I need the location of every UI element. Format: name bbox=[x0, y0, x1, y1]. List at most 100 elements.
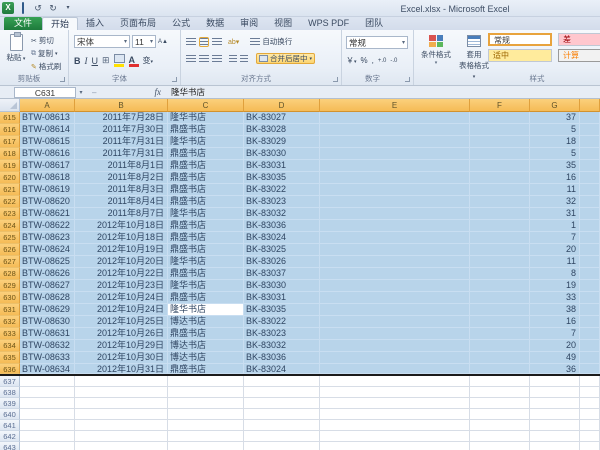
conditional-formatting-button[interactable]: 条件格式 ▾ bbox=[418, 35, 454, 66]
row-header-633[interactable]: 633 bbox=[0, 328, 20, 340]
cell-B624[interactable]: 2012年10月18日 bbox=[75, 220, 168, 232]
cell-G619[interactable]: 35 bbox=[530, 160, 580, 172]
cell-D625[interactable]: BK-83024 bbox=[244, 232, 320, 244]
cell-C637[interactable] bbox=[168, 376, 244, 387]
cell-partial-623[interactable] bbox=[580, 208, 600, 220]
cell-C627[interactable]: 隆华书店 bbox=[168, 256, 244, 268]
cell-G641[interactable] bbox=[530, 420, 580, 431]
cell-E630[interactable] bbox=[320, 292, 470, 304]
font-size-combo[interactable]: 11 ▾ bbox=[132, 35, 156, 48]
number-format-combo[interactable]: 常规 ▾ bbox=[346, 36, 408, 49]
row-header-628[interactable]: 628 bbox=[0, 268, 20, 280]
cell-partial-636[interactable] bbox=[580, 364, 600, 374]
cell-style-计算[interactable]: 计算 bbox=[558, 49, 600, 62]
cell-E622[interactable] bbox=[320, 196, 470, 208]
cell-F628[interactable] bbox=[470, 268, 530, 280]
cell-C634[interactable]: 博达书店 bbox=[168, 340, 244, 352]
cell-E640[interactable] bbox=[320, 409, 470, 420]
cell-B625[interactable]: 2012年10月18日 bbox=[75, 232, 168, 244]
insert-function-icon[interactable]: fx bbox=[154, 87, 161, 97]
cell-A634[interactable]: BTW-08632 bbox=[20, 340, 75, 352]
row-header-627[interactable]: 627 bbox=[0, 256, 20, 268]
cell-E620[interactable] bbox=[320, 172, 470, 184]
cell-E616[interactable] bbox=[320, 124, 470, 136]
cell-E635[interactable] bbox=[320, 352, 470, 364]
cell-G634[interactable]: 20 bbox=[530, 340, 580, 352]
cell-partial-641[interactable] bbox=[580, 420, 600, 431]
cell-C618[interactable]: 鼎盛书店 bbox=[168, 148, 244, 160]
align-bottom-icon[interactable] bbox=[212, 37, 222, 46]
tab-WPS PDF[interactable]: WPS PDF bbox=[308, 18, 350, 28]
cell-F623[interactable] bbox=[470, 208, 530, 220]
tab-公式[interactable]: 公式 bbox=[172, 18, 191, 28]
column-header-G[interactable]: G bbox=[530, 99, 580, 112]
cell-A632[interactable]: BTW-08630 bbox=[20, 316, 75, 328]
row-header-638[interactable]: 638 bbox=[0, 387, 20, 398]
clipboard-dialog-launcher-icon[interactable] bbox=[60, 77, 65, 82]
row-header-623[interactable]: 623 bbox=[0, 208, 20, 220]
cell-G615[interactable]: 37 bbox=[530, 112, 580, 124]
cell-G616[interactable]: 5 bbox=[530, 124, 580, 136]
row-header-621[interactable]: 621 bbox=[0, 184, 20, 196]
row-header-616[interactable]: 616 bbox=[0, 124, 20, 136]
cell-D620[interactable]: BK-83035 bbox=[244, 172, 320, 184]
cell-partial-618[interactable] bbox=[580, 148, 600, 160]
cell-G623[interactable]: 31 bbox=[530, 208, 580, 220]
cell-F632[interactable] bbox=[470, 316, 530, 328]
cell-E632[interactable] bbox=[320, 316, 470, 328]
cell-D621[interactable]: BK-83022 bbox=[244, 184, 320, 196]
cell-E627[interactable] bbox=[320, 256, 470, 268]
cell-B628[interactable]: 2012年10月22日 bbox=[75, 268, 168, 280]
column-header-F[interactable]: F bbox=[470, 99, 530, 112]
cell-partial-619[interactable] bbox=[580, 160, 600, 172]
cell-B630[interactable]: 2012年10月24日 bbox=[75, 292, 168, 304]
cell-G643[interactable] bbox=[530, 442, 580, 450]
cell-C638[interactable] bbox=[168, 387, 244, 398]
column-header-A[interactable]: A bbox=[20, 99, 75, 112]
cell-A626[interactable]: BTW-08624 bbox=[20, 244, 75, 256]
cell-E625[interactable] bbox=[320, 232, 470, 244]
cell-A619[interactable]: BTW-08617 bbox=[20, 160, 75, 172]
undo-icon[interactable]: ↺ bbox=[34, 3, 42, 13]
cell-G626[interactable]: 20 bbox=[530, 244, 580, 256]
cell-D631[interactable]: BK-83035 bbox=[244, 304, 320, 316]
cell-F621[interactable] bbox=[470, 184, 530, 196]
cell-E623[interactable] bbox=[320, 208, 470, 220]
decrease-decimal-icon[interactable]: -.0 bbox=[390, 57, 398, 64]
cell-partial-629[interactable] bbox=[580, 280, 600, 292]
cell-A640[interactable] bbox=[20, 409, 75, 420]
cell-D623[interactable]: BK-83032 bbox=[244, 208, 320, 220]
cell-F617[interactable] bbox=[470, 136, 530, 148]
cell-F615[interactable] bbox=[470, 112, 530, 124]
paste-button[interactable]: 粘贴 ▾ bbox=[4, 32, 28, 63]
cell-D638[interactable] bbox=[244, 387, 320, 398]
cell-D628[interactable]: BK-83037 bbox=[244, 268, 320, 280]
cell-C632[interactable]: 博达书店 bbox=[168, 316, 244, 328]
cell-G642[interactable] bbox=[530, 431, 580, 442]
cell-B622[interactable]: 2011年8月4日 bbox=[75, 196, 168, 208]
row-header-622[interactable]: 622 bbox=[0, 196, 20, 208]
cell-F627[interactable] bbox=[470, 256, 530, 268]
cell-B619[interactable]: 2011年8月1日 bbox=[75, 160, 168, 172]
row-header-642[interactable]: 642 bbox=[0, 431, 20, 442]
cell-B637[interactable] bbox=[75, 376, 168, 387]
cell-C616[interactable]: 鼎盛书店 bbox=[168, 124, 244, 136]
row-header-619[interactable]: 619 bbox=[0, 160, 20, 172]
cell-E641[interactable] bbox=[320, 420, 470, 431]
cell-A620[interactable]: BTW-08618 bbox=[20, 172, 75, 184]
cell-A635[interactable]: BTW-08633 bbox=[20, 352, 75, 364]
cell-D640[interactable] bbox=[244, 409, 320, 420]
row-header-640[interactable]: 640 bbox=[0, 409, 20, 420]
merge-center-button[interactable]: 合并后居中 ▾ bbox=[256, 53, 316, 64]
cell-F638[interactable] bbox=[470, 387, 530, 398]
borders-icon[interactable]: ⊞ bbox=[102, 55, 110, 65]
cell-B639[interactable] bbox=[75, 398, 168, 409]
align-left-icon[interactable] bbox=[186, 54, 196, 63]
row-header-639[interactable]: 639 bbox=[0, 398, 20, 409]
increase-decimal-icon[interactable]: +.0 bbox=[377, 57, 387, 64]
column-header-partial[interactable] bbox=[580, 99, 600, 112]
cell-partial-624[interactable] bbox=[580, 220, 600, 232]
cell-partial-632[interactable] bbox=[580, 316, 600, 328]
cell-D629[interactable]: BK-83030 bbox=[244, 280, 320, 292]
cell-C622[interactable]: 鼎盛书店 bbox=[168, 196, 244, 208]
